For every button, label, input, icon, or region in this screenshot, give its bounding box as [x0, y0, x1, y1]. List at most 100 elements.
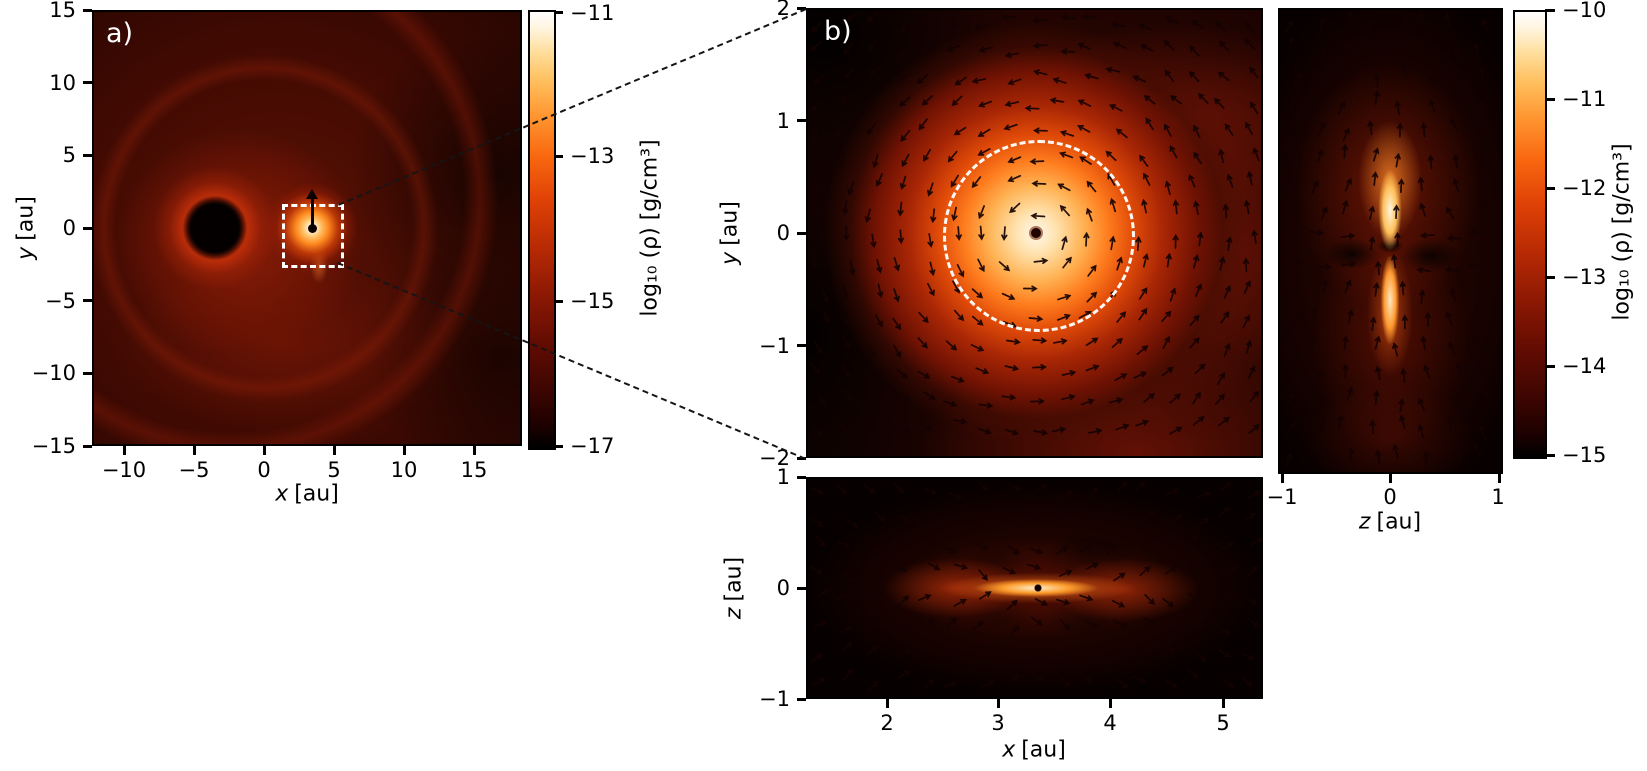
- panel-xz-xtick-label: 3: [991, 711, 1005, 735]
- panel-xz-density-map: [806, 477, 1263, 699]
- tick: [472, 446, 476, 455]
- tick: [332, 446, 336, 455]
- panel-a-xaxis-label: x [au]: [275, 481, 339, 507]
- panel-zy-xtick-label: 1: [1491, 485, 1505, 509]
- tick: [797, 6, 806, 10]
- panel-xz-ytick-label: 1: [776, 465, 790, 489]
- panel-a-xtick-label: 10: [390, 458, 418, 482]
- panel-a-yaxis-label: y[au]: [13, 196, 39, 260]
- tick: [83, 299, 92, 303]
- tick: [262, 446, 266, 455]
- panel-zy-xtick-label: 0: [1383, 485, 1397, 509]
- panel-a-ytick-label: −15: [31, 434, 76, 458]
- panel-a-xtick-label: 15: [460, 458, 488, 482]
- colorbar-b-tick-label: −15: [1562, 443, 1607, 467]
- colorbar-a-tick-label: −15: [570, 289, 615, 313]
- panel-zy-xtick-label: −1: [1266, 485, 1298, 509]
- tick: [83, 81, 92, 85]
- colorbar-b-label: log₁₀ (ρ) [g/cm³]: [1609, 143, 1635, 321]
- planet-velocity-arrow: [311, 197, 314, 227]
- colorbar-a: [528, 10, 556, 450]
- panel-b-ytick-label: 0: [776, 221, 790, 245]
- panel-b-heatmap: b): [806, 8, 1263, 458]
- tick: [83, 8, 92, 12]
- tick: [797, 231, 806, 235]
- tick: [1108, 699, 1112, 708]
- tick: [554, 155, 563, 158]
- tick: [797, 456, 806, 460]
- tick: [996, 699, 1000, 708]
- tick: [1545, 364, 1555, 368]
- velocity-field-arrows: [810, 480, 1263, 691]
- colorbar-b: [1513, 10, 1547, 459]
- cpd-boundary-circle: [943, 140, 1135, 332]
- panel-xz-ytick-label: −1: [759, 687, 790, 711]
- colorbar-b-tick-label: −11: [1562, 87, 1607, 111]
- tick: [1280, 474, 1284, 483]
- planet-velocity-arrowhead-icon: [306, 189, 318, 199]
- planet-marker: [1031, 228, 1041, 238]
- tick: [122, 446, 126, 455]
- panel-a-ytick-label: −5: [45, 288, 76, 313]
- tick: [1545, 453, 1555, 457]
- tick: [1545, 275, 1555, 279]
- colorbar-b-tick-label: −10: [1562, 0, 1607, 22]
- planet-marker: [308, 224, 317, 233]
- panel-b-yaxis-label: y[au]: [717, 201, 743, 265]
- panel-a-heatmap: a): [92, 10, 522, 446]
- tick: [797, 586, 806, 590]
- tick: [192, 446, 196, 455]
- tick: [83, 153, 92, 157]
- tick: [797, 344, 806, 347]
- panel-a-xtick-label: 0: [257, 458, 271, 482]
- panel-xz-ytick-label: 0: [776, 576, 790, 600]
- panel-b-ytick-label: 2: [776, 0, 790, 20]
- velocity-field-arrows: [1282, 9, 1491, 467]
- panel-b-ytick-label: −2: [759, 446, 790, 470]
- panel-zy-xaxis-label: z [au]: [1358, 509, 1422, 535]
- tick: [797, 119, 806, 122]
- panel-xz-xaxis-label: x [au]: [1002, 737, 1066, 763]
- colorbar-b-tick-label: −12: [1562, 176, 1607, 200]
- tick: [554, 444, 563, 448]
- tick: [83, 226, 92, 230]
- panel-xz-xtick-label: 4: [1103, 711, 1117, 735]
- panel-xz-xtick-label: 2: [880, 711, 894, 735]
- tick: [797, 475, 806, 479]
- tick: [554, 10, 563, 14]
- colorbar-b-tick-label: −13: [1562, 265, 1607, 289]
- tick: [1545, 97, 1555, 101]
- colorbar-a-tick-label: −17: [570, 434, 615, 458]
- tick: [83, 444, 92, 448]
- panel-zy-heatmap: [1278, 8, 1503, 474]
- colorbar-a-label: log₁₀ (ρ) [g/cm³]: [637, 139, 663, 317]
- tick: [554, 300, 563, 303]
- panel-xz-heatmap: [806, 477, 1263, 699]
- panel-a-ytick-label: 15: [49, 0, 76, 22]
- panel-a-ytick-label: 5: [62, 143, 76, 168]
- panel-b-ytick-label: −1: [759, 333, 790, 358]
- tick: [1221, 699, 1225, 708]
- panel-b-ytick-label: 1: [776, 108, 790, 133]
- panel-xz-yaxis-label: z[au]: [721, 556, 747, 620]
- panel-a-ytick-label: −10: [31, 361, 76, 386]
- panel-zy-density-map: [1278, 8, 1503, 474]
- tick: [1545, 8, 1555, 12]
- colorbar-a-tick-label: −11: [570, 1, 615, 25]
- tick: [1545, 186, 1555, 190]
- tick: [1388, 474, 1392, 483]
- colorbar-b-tick-label: −14: [1562, 354, 1607, 378]
- tick: [1497, 474, 1501, 483]
- panel-a-density-map: [92, 10, 522, 446]
- panel-a-ytick-label: 0: [62, 216, 76, 240]
- panel-a-tag: a): [106, 18, 134, 49]
- panel-a-xtick-label: −10: [101, 458, 147, 482]
- panel-b-tag: b): [824, 16, 852, 47]
- colorbar-a-tick-label: −13: [570, 144, 615, 168]
- panel-a-xtick-label: −5: [178, 458, 210, 482]
- panel-xz-xtick-label: 5: [1216, 711, 1230, 735]
- tick: [402, 446, 406, 455]
- panel-a-xtick-label: 5: [327, 458, 341, 482]
- tick: [885, 699, 889, 708]
